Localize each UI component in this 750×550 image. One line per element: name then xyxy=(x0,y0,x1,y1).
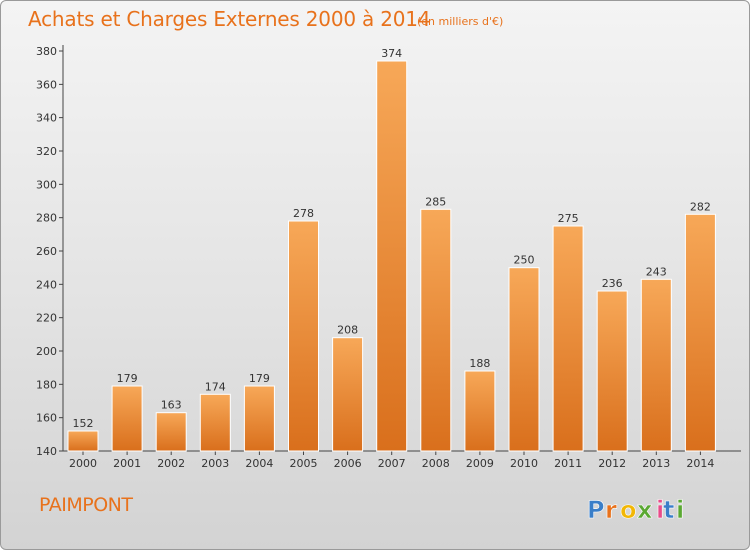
bar-2005 xyxy=(288,220,319,452)
data-label: 208 xyxy=(337,324,358,337)
x-tick-label: 2014 xyxy=(686,457,714,470)
chart-title: Achats et Charges Externes 2000 à 2014 xyxy=(28,7,431,31)
y-tick-label: 340 xyxy=(36,112,57,125)
bar-2004 xyxy=(243,385,275,452)
y-tick-label: 280 xyxy=(36,212,57,225)
x-tick-label: 2007 xyxy=(378,457,406,470)
bar-2013 xyxy=(640,278,672,452)
data-label: 179 xyxy=(249,372,270,385)
y-tick-label: 320 xyxy=(36,145,57,158)
y-tick-label: 220 xyxy=(36,312,57,325)
x-tick-label: 2009 xyxy=(466,457,494,470)
y-tick-label: 200 xyxy=(36,345,57,358)
logo-letter: x xyxy=(637,496,653,524)
y-tick-label: 240 xyxy=(36,278,57,291)
x-tick-label: 2006 xyxy=(334,457,362,470)
x-tick-label: 2012 xyxy=(598,457,626,470)
data-label: 275 xyxy=(558,212,579,225)
bar-2009 xyxy=(464,370,496,452)
logo-letter: o xyxy=(620,496,637,524)
data-label: 285 xyxy=(425,195,446,208)
y-tick-label: 140 xyxy=(36,445,57,458)
logo-letter: r xyxy=(605,496,617,524)
bar-2001 xyxy=(111,385,143,452)
bar-2003 xyxy=(199,393,231,452)
data-label: 243 xyxy=(646,265,667,278)
bar-2011 xyxy=(552,225,584,452)
logo-letter: t xyxy=(663,496,674,524)
x-tick-label: 2011 xyxy=(554,457,582,470)
bar-2002 xyxy=(155,412,187,452)
x-tick-label: 2005 xyxy=(290,457,318,470)
y-axis: 140 160 180 200 220 240 260 280 300 320 340 360 380 xyxy=(36,45,64,458)
bar-2006 xyxy=(332,337,364,452)
y-tick-label: 180 xyxy=(36,378,57,391)
x-tick-label: 2010 xyxy=(510,457,538,470)
x-tick-label: 2003 xyxy=(201,457,229,470)
bar-2014 xyxy=(684,213,716,452)
data-label: 278 xyxy=(293,207,314,220)
town-name: PAIMPONT xyxy=(39,494,133,516)
bar-2000 xyxy=(67,430,99,452)
bar-2012 xyxy=(596,290,628,452)
data-label: 163 xyxy=(161,399,182,412)
data-label: 282 xyxy=(690,200,711,213)
y-tick-label: 160 xyxy=(36,412,57,425)
data-label: 374 xyxy=(381,47,402,60)
x-tick-label: 2002 xyxy=(157,457,185,470)
bars: 152 179 163 174 179 278 208 374 285 188 250 275 236 2… xyxy=(67,47,716,452)
x-tick-label: 2000 xyxy=(69,457,97,470)
x-tick-label: 2013 xyxy=(642,457,670,470)
x-tick-label: 2004 xyxy=(245,457,273,470)
logo-letter: i xyxy=(676,496,684,524)
bar-2010 xyxy=(508,267,540,452)
data-label: 236 xyxy=(602,277,623,290)
data-label: 152 xyxy=(73,417,94,430)
y-tick-label: 380 xyxy=(36,45,57,58)
x-tick-label: 2008 xyxy=(422,457,450,470)
bar-2008 xyxy=(420,208,452,452)
logo-letter: P xyxy=(587,496,605,524)
x-axis: 2000 2001 2002 2003 2004 2005 2006 2007 2008 2009… xyxy=(63,450,741,470)
data-label: 188 xyxy=(469,357,490,370)
bar-2007 xyxy=(376,60,408,452)
data-label: 179 xyxy=(117,372,138,385)
y-tick-label: 260 xyxy=(36,245,57,258)
data-label: 250 xyxy=(514,254,535,267)
x-tick-label: 2001 xyxy=(113,457,141,470)
logo-letter: i xyxy=(656,496,664,524)
chart-unit: (en milliers d'€) xyxy=(417,15,504,28)
y-tick-label: 360 xyxy=(36,78,57,91)
data-label: 174 xyxy=(205,380,226,393)
y-tick-label: 300 xyxy=(36,178,57,191)
